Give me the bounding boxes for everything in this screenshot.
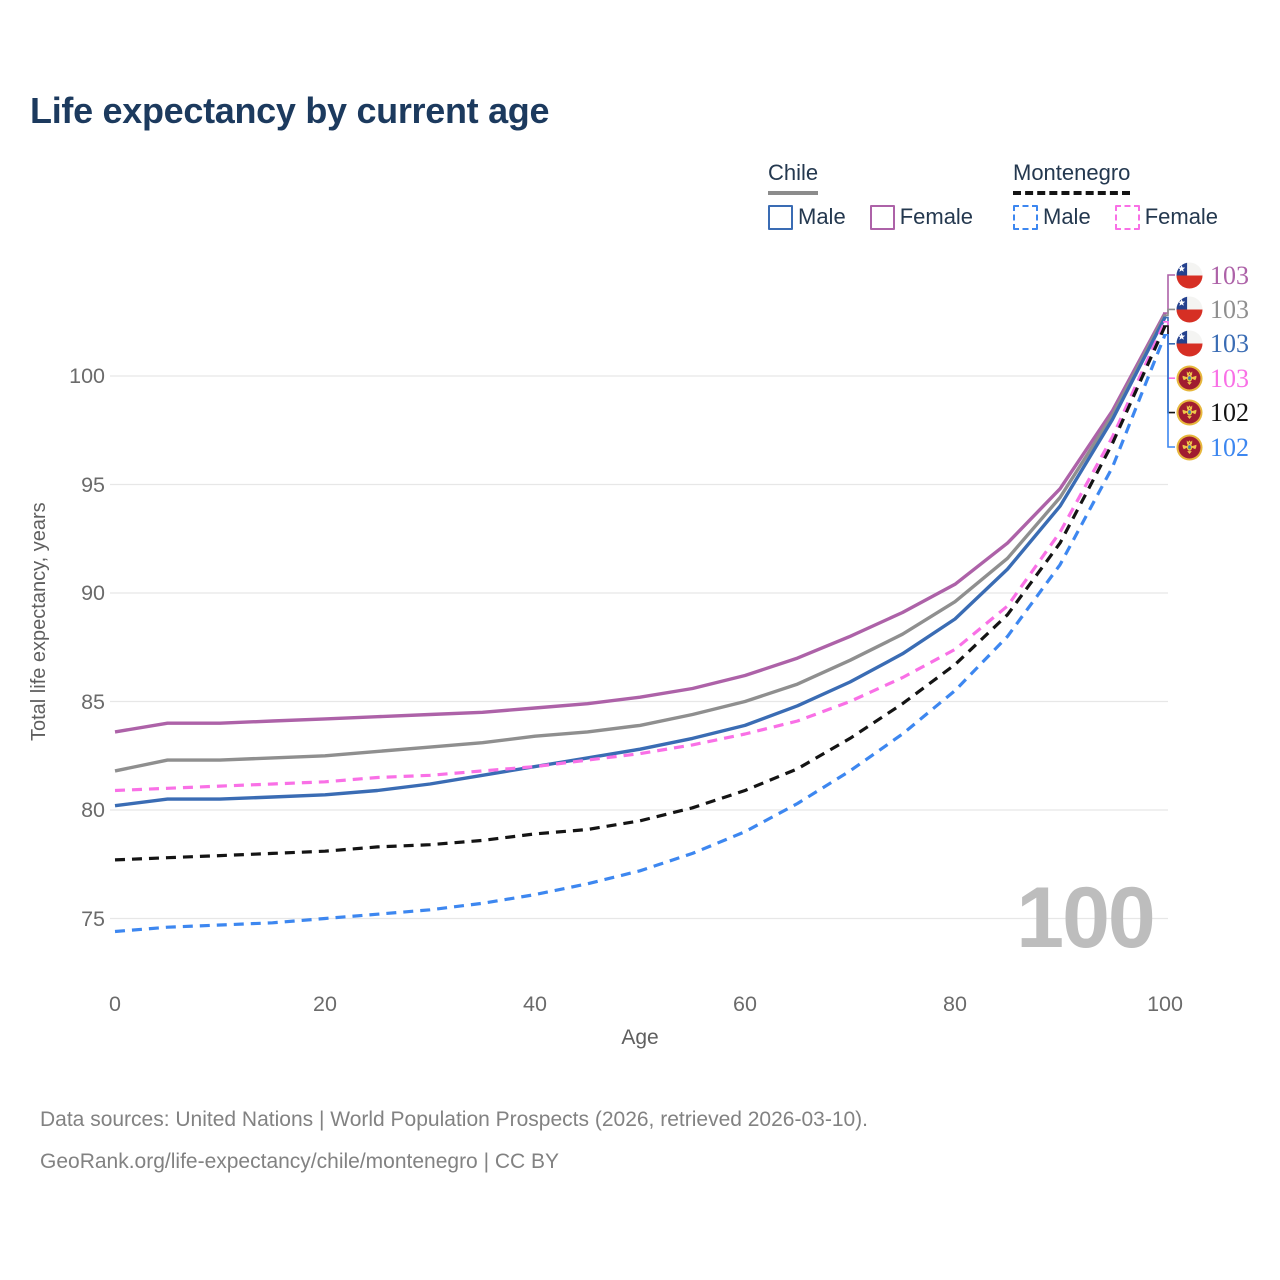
end-label-value: 103 (1210, 260, 1249, 290)
end-label-value: 102 (1210, 432, 1249, 462)
y-axis-title: Total life expectancy, years (28, 502, 50, 742)
y-tick-label: 90 (81, 581, 105, 605)
end-label-row-montenegro: 102 (1176, 398, 1249, 427)
gridlines (110, 375, 1168, 920)
series-line-chile-female (114, 312, 1167, 734)
end-label-value: 103 (1210, 329, 1249, 359)
montenegro-flag-icon (1176, 365, 1203, 392)
chile-flag-icon (1176, 296, 1203, 323)
chile-male-swatch-icon (768, 204, 793, 230)
end-label-value: 102 (1210, 398, 1249, 428)
legend-label-montenegro-female: Female (1144, 204, 1219, 229)
x-tick-label: 80 (943, 992, 967, 1016)
end-label-row-montenegro-female: 103 (1176, 364, 1249, 393)
montenegro-male-swatch-icon (1013, 204, 1038, 230)
chile-female-swatch-icon (869, 204, 895, 230)
end-label-value: 103 (1210, 294, 1249, 324)
x-tick-label: 100 (1147, 992, 1183, 1016)
end-label-connector (1163, 274, 1175, 314)
chile-flag-icon (1176, 330, 1203, 357)
data-sources-text: Data sources: United Nations | World Pop… (40, 1108, 869, 1131)
montenegro-flag-icon (1176, 433, 1203, 461)
legend-item-montenegro-female[interactable]: Female (1114, 204, 1219, 230)
series-line-chile (114, 314, 1167, 773)
series-line-montenegro-female (114, 321, 1167, 793)
legend-item-chile-female[interactable]: Female (869, 204, 974, 230)
legend-group-montenegro: Montenegro Male Female (1013, 160, 1218, 230)
legend-item-montenegro-male[interactable]: Male (1013, 204, 1091, 230)
end-label-row-chile-female: 103 (1176, 261, 1249, 290)
legend-country-chile: Chile (768, 160, 819, 195)
legend-label-montenegro-male: Male (1043, 204, 1091, 229)
series-line-montenegro (114, 325, 1167, 862)
end-label-value: 103 (1210, 363, 1249, 393)
y-tick-label: 100 (69, 364, 105, 388)
y-tick-label: 75 (81, 906, 105, 931)
montenegro-flag-icon (1176, 399, 1203, 426)
series-lines (114, 312, 1167, 934)
legend-label-chile-male: Male (798, 204, 846, 229)
series-line-chile-male (114, 316, 1167, 808)
end-label-connector (1163, 308, 1175, 316)
montenegro-female-swatch-icon (1114, 204, 1140, 230)
legend-label-chile-female: Female (899, 204, 974, 229)
x-tick-label: 60 (733, 992, 757, 1016)
x-tick-label: 40 (523, 992, 547, 1016)
age-frame-watermark: 100 (1016, 870, 1154, 966)
end-label-connector (1163, 325, 1175, 414)
x-axis-title: Age (621, 1026, 659, 1049)
end-label-row-montenegro-male: 102 (1176, 433, 1249, 462)
y-tick-label: 80 (81, 798, 105, 822)
legend-group-chile: Chile Male Female (768, 160, 973, 230)
y-tick-label: 85 (81, 689, 105, 714)
source-url-text: GeoRank.org/life-expectancy/chile/monten… (40, 1150, 560, 1173)
legend-item-chile-male[interactable]: Male (768, 204, 846, 230)
end-label-connectors (1163, 274, 1175, 448)
end-label-row-chile: 103 (1176, 295, 1249, 324)
end-label-row-chile-male: 103 (1176, 329, 1249, 358)
y-tick-label: 95 (81, 472, 105, 497)
series-line-montenegro-male (114, 334, 1167, 934)
x-tick-label: 20 (313, 992, 337, 1016)
page-title: Life expectancy by current age (30, 90, 550, 131)
end-label-connector (1163, 334, 1175, 448)
legend-country-montenegro: Montenegro (1013, 160, 1131, 195)
chile-flag-icon (1176, 261, 1203, 289)
x-tick-label: 0 (109, 992, 121, 1016)
